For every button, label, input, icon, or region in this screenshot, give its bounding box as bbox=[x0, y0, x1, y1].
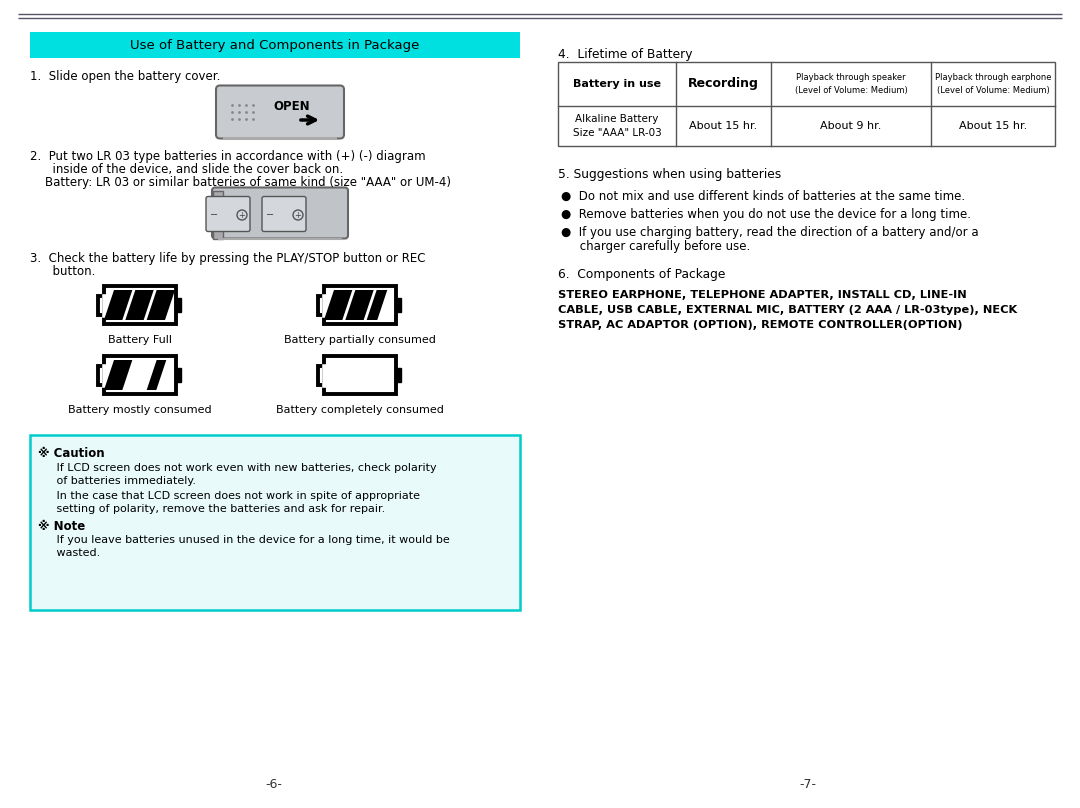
Text: −: − bbox=[210, 210, 218, 220]
Polygon shape bbox=[367, 290, 388, 320]
Text: Battery in use: Battery in use bbox=[573, 79, 661, 89]
Bar bbox=[98, 365, 104, 385]
Text: Use of Battery and Components in Package: Use of Battery and Components in Package bbox=[131, 39, 420, 52]
Text: ●  If you use charging battery, read the direction of a battery and/or a: ● If you use charging battery, read the … bbox=[561, 226, 978, 239]
Text: +: + bbox=[295, 211, 301, 220]
Bar bbox=[324, 356, 396, 394]
Bar bbox=[98, 296, 104, 314]
Polygon shape bbox=[213, 191, 222, 238]
Text: −: − bbox=[266, 210, 274, 220]
Text: ●  Do not mix and use different kinds of batteries at the same time.: ● Do not mix and use different kinds of … bbox=[561, 190, 966, 203]
Text: Battery: LR 03 or similar batteries of same kind (size "AAA" or UM-4): Battery: LR 03 or similar batteries of s… bbox=[30, 176, 451, 189]
Bar bbox=[396, 368, 401, 381]
Text: 5. Suggestions when using batteries: 5. Suggestions when using batteries bbox=[558, 168, 781, 181]
Text: ※ Caution: ※ Caution bbox=[38, 447, 105, 460]
Text: +: + bbox=[239, 211, 245, 220]
Text: If you leave batteries unused in the device for a long time, it would be: If you leave batteries unused in the dev… bbox=[46, 535, 449, 545]
Polygon shape bbox=[346, 290, 374, 320]
FancyBboxPatch shape bbox=[216, 86, 345, 138]
Text: Alkaline Battery: Alkaline Battery bbox=[576, 114, 659, 124]
Polygon shape bbox=[125, 290, 153, 320]
Bar bbox=[104, 286, 176, 324]
Text: STRAP, AC ADAPTOR (OPTION), REMOTE CONTROLLER(OPTION): STRAP, AC ADAPTOR (OPTION), REMOTE CONTR… bbox=[558, 320, 962, 330]
Bar bbox=[104, 356, 176, 394]
Bar bbox=[176, 298, 181, 312]
Text: button.: button. bbox=[30, 265, 95, 278]
Text: setting of polarity, remove the batteries and ask for repair.: setting of polarity, remove the batterie… bbox=[46, 504, 386, 514]
Text: ※ Note: ※ Note bbox=[38, 520, 85, 533]
Bar bbox=[396, 298, 401, 312]
Bar bbox=[558, 62, 1055, 146]
Polygon shape bbox=[104, 290, 133, 320]
Text: Playback through speaker: Playback through speaker bbox=[796, 73, 906, 82]
Text: (Level of Volume: Medium): (Level of Volume: Medium) bbox=[795, 86, 907, 95]
Polygon shape bbox=[147, 360, 166, 390]
Bar bbox=[30, 435, 519, 610]
Text: Playback through earphone: Playback through earphone bbox=[935, 73, 1051, 82]
Text: of batteries immediately.: of batteries immediately. bbox=[46, 476, 195, 486]
Bar bbox=[324, 286, 396, 324]
Text: Battery completely consumed: Battery completely consumed bbox=[276, 405, 444, 415]
Text: inside of the device, and slide the cover back on.: inside of the device, and slide the cove… bbox=[30, 163, 343, 176]
Text: 2.  Put two LR 03 type batteries in accordance with (+) (-) diagram: 2. Put two LR 03 type batteries in accor… bbox=[30, 150, 426, 163]
Text: wasted.: wasted. bbox=[46, 548, 100, 558]
Text: About 15 hr.: About 15 hr. bbox=[689, 121, 758, 131]
Text: -7-: -7- bbox=[799, 778, 816, 791]
Text: 3.  Check the battery life by pressing the PLAY/STOP button or REC: 3. Check the battery life by pressing th… bbox=[30, 252, 426, 265]
Text: If LCD screen does not work even with new batteries, check polarity: If LCD screen does not work even with ne… bbox=[46, 463, 436, 473]
Polygon shape bbox=[147, 290, 175, 320]
Text: Size "AAA" LR-03: Size "AAA" LR-03 bbox=[572, 128, 661, 138]
Bar bbox=[318, 296, 324, 314]
Text: CABLE, USB CABLE, EXTERNAL MIC, BATTERY (2 AAA / LR-03type), NECK: CABLE, USB CABLE, EXTERNAL MIC, BATTERY … bbox=[558, 305, 1017, 315]
Bar bbox=[318, 365, 324, 385]
Text: Battery partially consumed: Battery partially consumed bbox=[284, 335, 436, 345]
Text: 4.  Lifetime of Battery: 4. Lifetime of Battery bbox=[558, 48, 692, 61]
Bar bbox=[30, 32, 519, 58]
Polygon shape bbox=[324, 290, 352, 320]
Text: Battery Full: Battery Full bbox=[108, 335, 172, 345]
Text: About 9 hr.: About 9 hr. bbox=[821, 121, 881, 131]
Text: 1.  Slide open the battery cover.: 1. Slide open the battery cover. bbox=[30, 70, 220, 83]
FancyBboxPatch shape bbox=[262, 196, 306, 232]
Text: Battery mostly consumed: Battery mostly consumed bbox=[68, 405, 212, 415]
Circle shape bbox=[237, 210, 247, 220]
Text: charger carefully before use.: charger carefully before use. bbox=[561, 240, 751, 253]
Text: In the case that LCD screen does not work in spite of appropriate: In the case that LCD screen does not wor… bbox=[46, 491, 420, 501]
Text: STEREO EARPHONE, TELEPHONE ADAPTER, INSTALL CD, LINE-IN: STEREO EARPHONE, TELEPHONE ADAPTER, INST… bbox=[558, 290, 967, 300]
Polygon shape bbox=[104, 360, 133, 390]
Text: -6-: -6- bbox=[266, 778, 283, 791]
Bar bbox=[176, 368, 181, 381]
Text: About 15 hr.: About 15 hr. bbox=[959, 121, 1027, 131]
FancyBboxPatch shape bbox=[206, 196, 249, 232]
Text: Recording: Recording bbox=[688, 78, 759, 90]
Circle shape bbox=[293, 210, 303, 220]
Text: OPEN: OPEN bbox=[273, 99, 310, 112]
Text: ●  Remove batteries when you do not use the device for a long time.: ● Remove batteries when you do not use t… bbox=[561, 208, 971, 221]
Text: 6.  Components of Package: 6. Components of Package bbox=[558, 268, 726, 281]
Text: (Level of Volume: Medium): (Level of Volume: Medium) bbox=[936, 86, 1050, 95]
FancyBboxPatch shape bbox=[212, 187, 348, 238]
